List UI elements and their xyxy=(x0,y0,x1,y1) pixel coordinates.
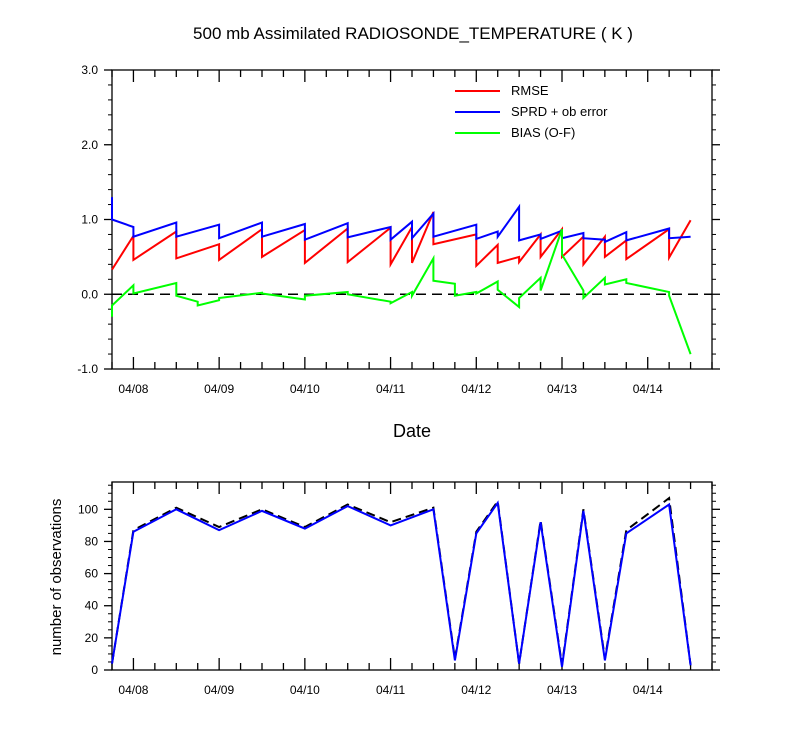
series-line-sprd xyxy=(111,197,691,244)
x-tick-label: 04/12 xyxy=(461,382,491,396)
y-tick-label: 80 xyxy=(85,534,99,548)
y-tick-label: 3.0 xyxy=(81,63,98,77)
x-tick-label: 04/13 xyxy=(547,382,577,396)
series-line-possible xyxy=(111,496,692,666)
x-tick-label: 04/10 xyxy=(290,683,320,697)
plot-frame xyxy=(111,69,713,370)
series-line-rmse xyxy=(111,211,692,271)
y-tick-label: 20 xyxy=(85,631,99,645)
top-panel: 04/08 04/09 04/10 04/11 04/12 04/13 04/14 -1.0 0… xyxy=(77,63,720,396)
x-tick-label: 04/08 xyxy=(118,683,148,697)
bottom-panel: 04/08 04/09 04/10 04/11 04/12 04/13 04/14 0 20 40… xyxy=(78,481,720,697)
x-axis-label: Date xyxy=(393,421,431,441)
y-tick-label: 100 xyxy=(78,502,98,516)
x-tick-label: 04/14 xyxy=(633,382,663,396)
x-tick-label: 04/08 xyxy=(118,382,148,396)
legend-label-bias: BIAS (O-F) xyxy=(511,125,575,140)
y-axis-label-observations: number of observations xyxy=(48,499,65,656)
plot-frame xyxy=(111,481,713,671)
x-tick-label: 04/13 xyxy=(547,683,577,697)
x-tick-label: 04/14 xyxy=(633,683,663,697)
legend-label-rmse: RMSE xyxy=(511,83,549,98)
x-tick-label: 04/11 xyxy=(376,382,405,396)
series-line-used xyxy=(111,500,692,667)
x-tick-label: 04/12 xyxy=(461,683,491,697)
chart-title: 500 mb Assimilated RADIOSONDE_TEMPERATUR… xyxy=(193,24,633,43)
y-tick-label: 40 xyxy=(85,599,99,613)
x-tick-label: 04/10 xyxy=(290,382,320,396)
y-tick-label: -1.0 xyxy=(77,362,98,376)
x-tick-label: 04/09 xyxy=(204,382,234,396)
x-tick-label: 04/09 xyxy=(204,683,234,697)
y-tick-label: 2.0 xyxy=(81,138,98,152)
y-tick-label: 1.0 xyxy=(81,213,98,227)
y-tick-label: 0 xyxy=(91,663,98,677)
series-line-bias xyxy=(111,228,692,355)
legend-label-sprd: SPRD + ob error xyxy=(511,104,608,119)
y-tick-label: 0.0 xyxy=(81,287,98,301)
x-tick-label: 04/11 xyxy=(376,683,405,697)
y-tick-label: 60 xyxy=(85,567,99,581)
